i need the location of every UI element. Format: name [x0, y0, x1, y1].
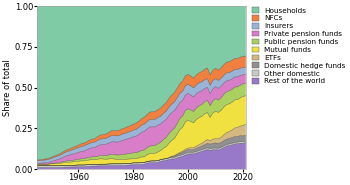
Legend: Households, NFCs, Insurers, Private pension funds, Public pension funds, Mutual : Households, NFCs, Insurers, Private pens… [252, 7, 346, 85]
Y-axis label: Share of total: Share of total [3, 59, 12, 116]
